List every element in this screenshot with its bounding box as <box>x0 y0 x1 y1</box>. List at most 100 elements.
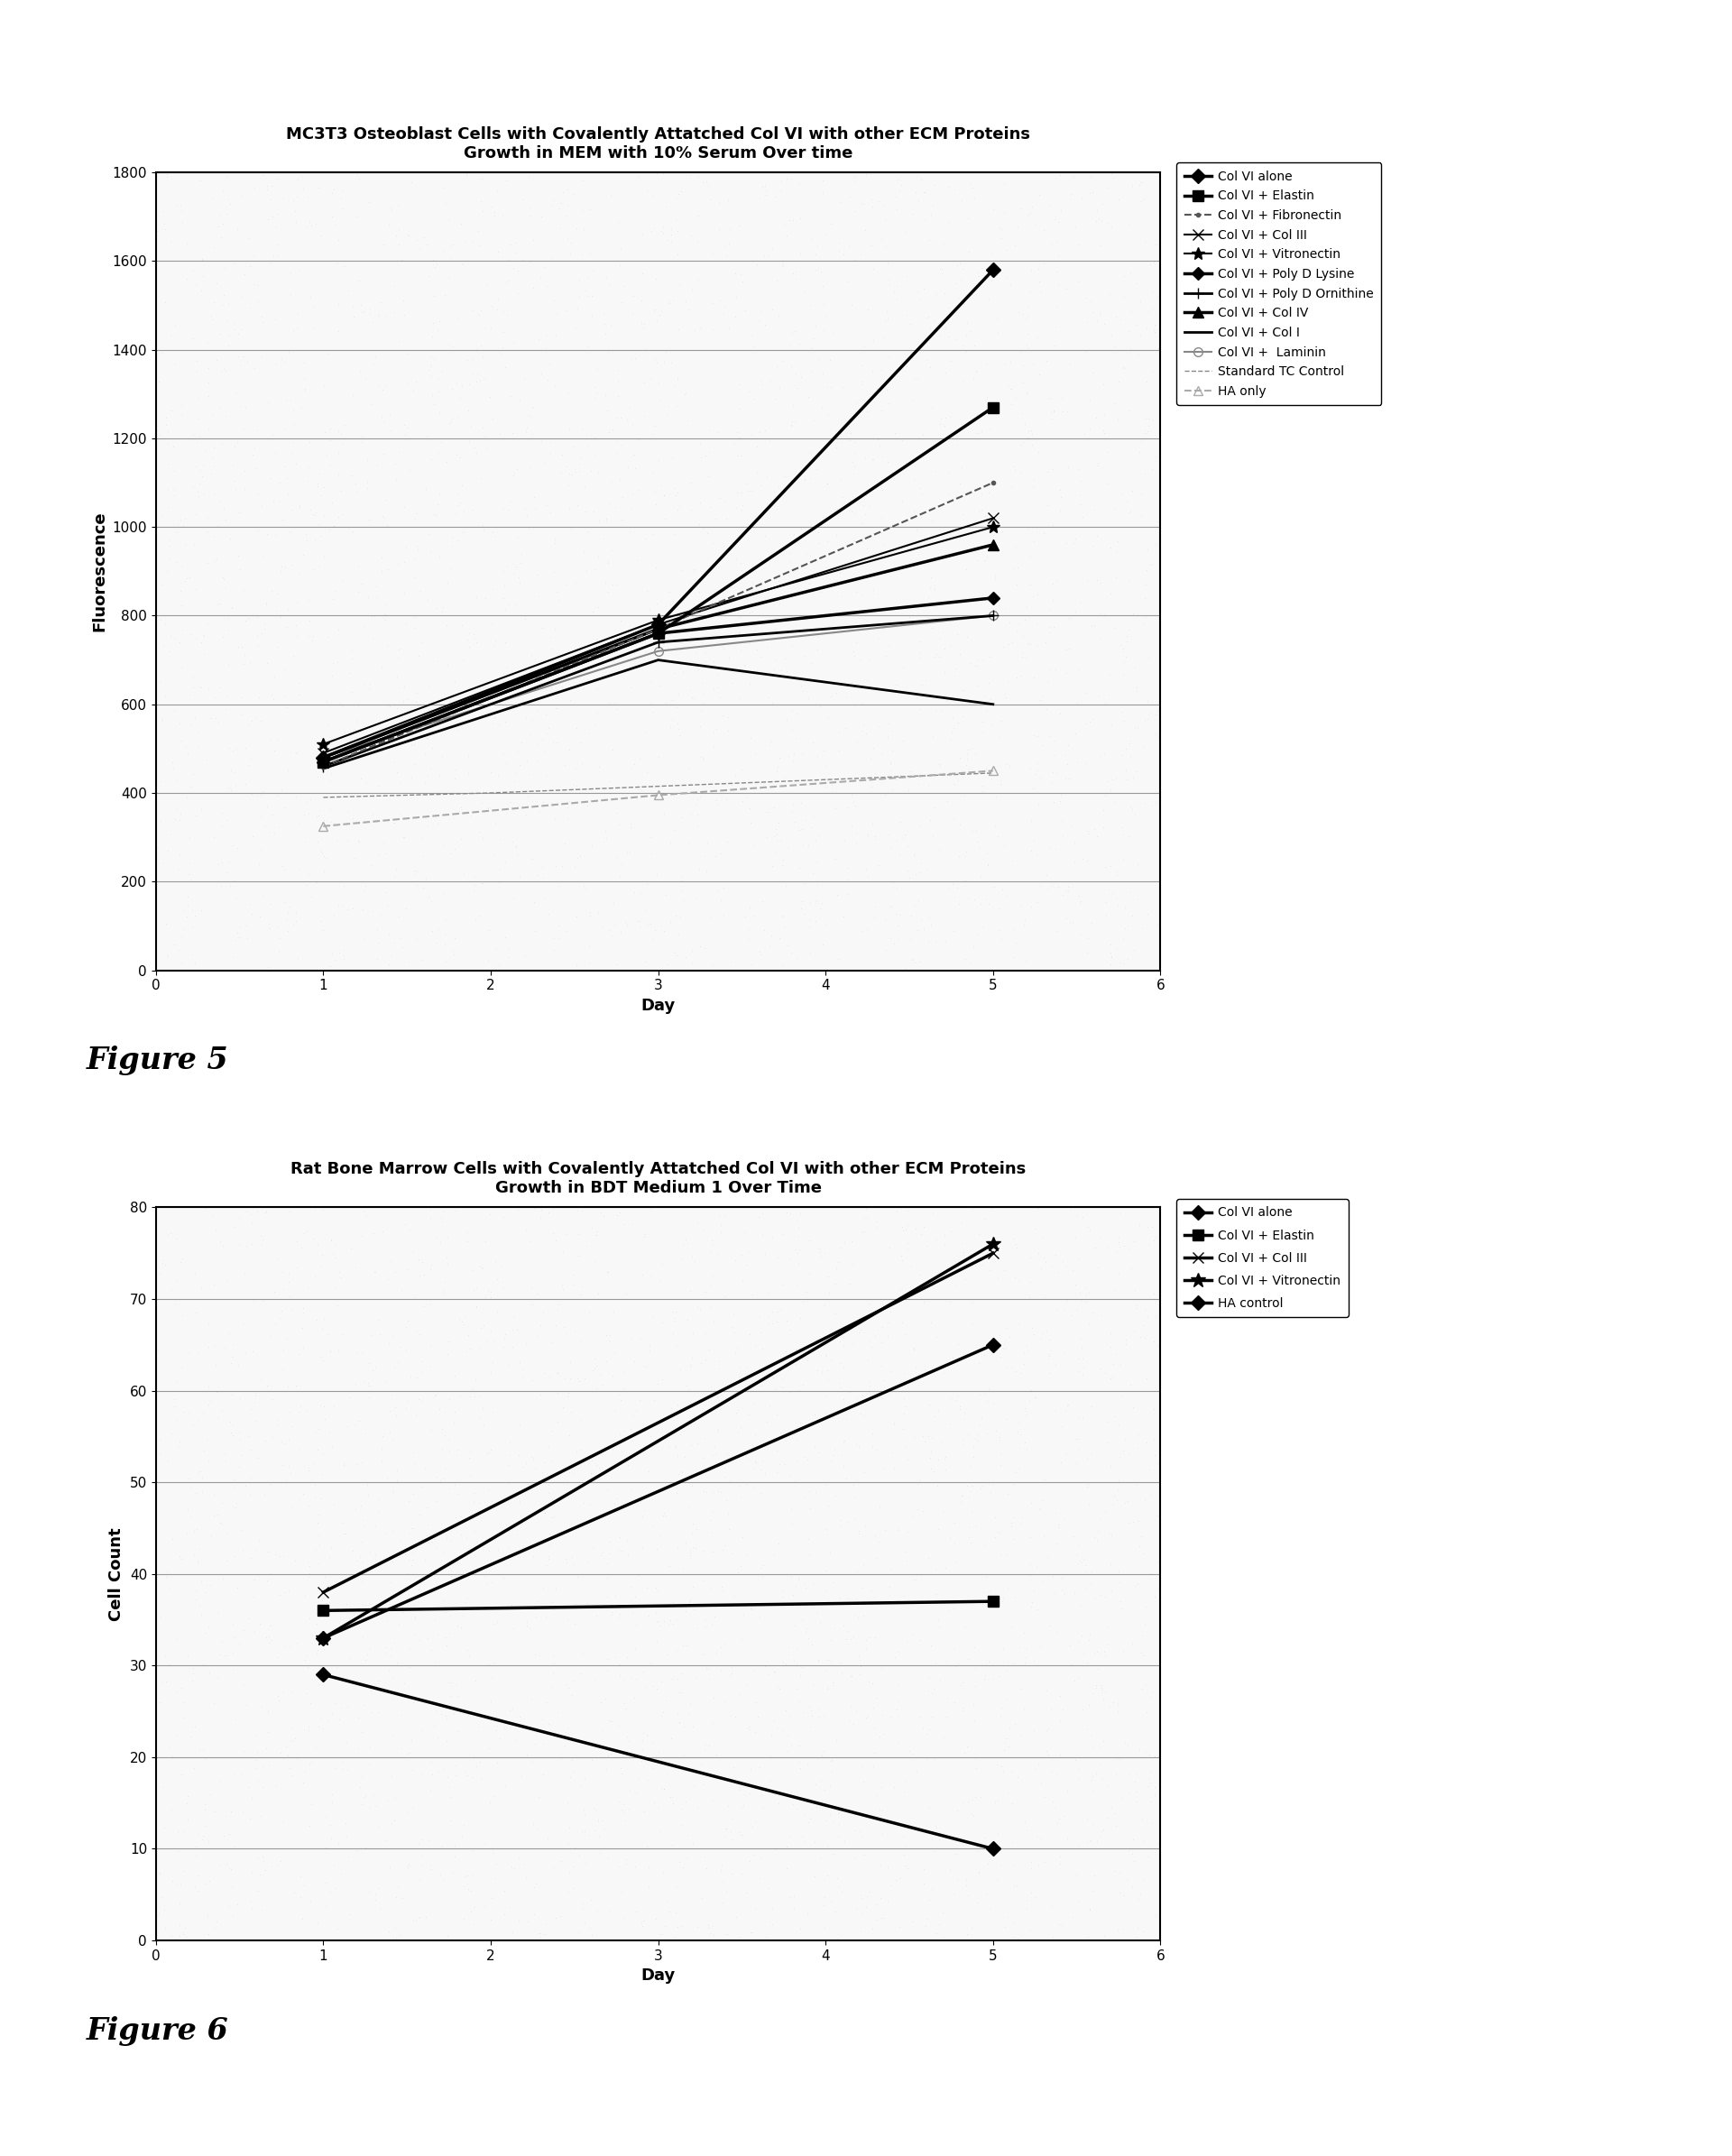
Point <box>315 448 343 483</box>
Point <box>1005 1414 1032 1449</box>
Point <box>843 1554 871 1589</box>
Point <box>1122 1785 1150 1820</box>
Point <box>977 1190 1005 1225</box>
Point <box>1110 1912 1138 1947</box>
Point <box>818 1643 845 1677</box>
Point <box>1086 1636 1114 1671</box>
Point <box>677 934 705 968</box>
Point <box>885 1514 913 1548</box>
Point <box>695 1332 722 1367</box>
Point <box>149 701 177 735</box>
Point <box>656 906 684 940</box>
Point <box>736 666 764 701</box>
Point <box>816 1623 843 1658</box>
Point <box>736 1915 764 1949</box>
Point <box>260 681 288 716</box>
Point <box>1074 1919 1102 1953</box>
Point <box>1032 343 1060 377</box>
Point <box>783 371 811 405</box>
Point <box>760 837 788 871</box>
Point <box>452 1858 480 1893</box>
Point <box>1027 1317 1055 1352</box>
Point <box>883 1511 911 1546</box>
Point <box>975 666 1003 701</box>
Point <box>643 1570 670 1604</box>
Point <box>1024 1593 1051 1628</box>
Point <box>1076 1824 1103 1858</box>
Point <box>987 763 1015 798</box>
Point <box>963 824 991 858</box>
Point <box>785 1684 812 1718</box>
Point <box>1011 1641 1039 1675</box>
Point <box>1141 1218 1169 1253</box>
Point <box>830 899 857 934</box>
Point <box>615 1449 643 1483</box>
Point <box>606 1647 634 1682</box>
Point <box>727 1856 755 1891</box>
Point <box>378 194 405 229</box>
Point <box>313 1317 341 1352</box>
Point <box>289 1766 317 1800</box>
Point <box>1081 1636 1108 1671</box>
Point <box>204 1401 232 1436</box>
Point <box>405 1902 433 1936</box>
Point <box>984 1818 1011 1852</box>
Point <box>764 824 792 858</box>
Point <box>1098 209 1126 244</box>
Point <box>807 254 835 289</box>
Col VI + Vitronectin <box>313 1626 334 1651</box>
Point <box>1110 1878 1138 1912</box>
Point <box>939 714 966 748</box>
Point <box>248 617 275 651</box>
Point <box>424 912 452 946</box>
Point <box>658 1391 686 1425</box>
Point <box>430 1274 457 1309</box>
Point <box>279 1291 307 1326</box>
Point <box>393 606 421 640</box>
Point <box>440 1406 468 1440</box>
Point <box>365 1891 393 1925</box>
Point <box>883 1692 911 1727</box>
Point <box>648 1770 675 1805</box>
Point <box>513 1738 540 1772</box>
Point <box>414 808 442 843</box>
Point <box>457 341 485 375</box>
Point <box>949 1785 977 1820</box>
Point <box>757 1718 785 1753</box>
Point <box>1008 1718 1036 1753</box>
Point <box>986 1317 1013 1352</box>
Point <box>852 595 880 630</box>
Point <box>1131 1669 1159 1703</box>
Point <box>286 852 313 886</box>
Point <box>831 1621 859 1656</box>
Point <box>201 543 229 578</box>
Point <box>1108 946 1136 981</box>
Point <box>934 291 961 326</box>
Point <box>568 1813 596 1848</box>
Point <box>863 1434 890 1468</box>
Point <box>712 1811 740 1846</box>
Point <box>821 1266 849 1300</box>
Point <box>918 1421 946 1455</box>
Point <box>660 285 688 319</box>
Point <box>502 837 530 871</box>
Point <box>456 1440 483 1475</box>
Point <box>802 308 830 343</box>
Point <box>490 580 518 614</box>
Point <box>487 854 514 888</box>
Point <box>842 608 869 642</box>
Point <box>934 1682 961 1716</box>
Point <box>199 302 227 336</box>
Point <box>301 1468 329 1503</box>
Point <box>578 828 606 862</box>
Point <box>1011 944 1039 979</box>
Point <box>769 248 797 282</box>
Point <box>438 1552 466 1587</box>
Point <box>1107 1742 1134 1777</box>
Point <box>296 1884 324 1919</box>
Point <box>476 1785 504 1820</box>
Point <box>476 1274 504 1309</box>
Point <box>856 1621 883 1656</box>
Point <box>947 328 975 362</box>
Point <box>275 1263 303 1298</box>
